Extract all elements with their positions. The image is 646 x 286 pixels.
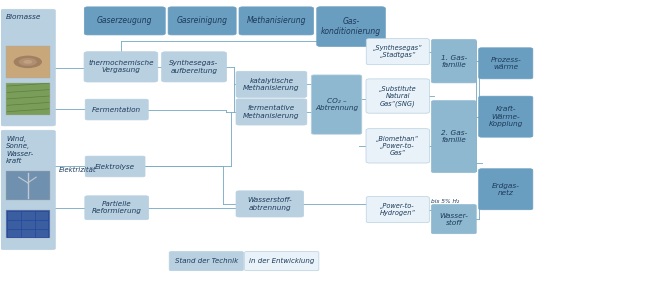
FancyBboxPatch shape bbox=[1, 9, 56, 126]
FancyBboxPatch shape bbox=[366, 129, 430, 163]
Text: Gas-
konditionierung: Gas- konditionierung bbox=[321, 17, 381, 37]
FancyBboxPatch shape bbox=[6, 46, 50, 78]
FancyBboxPatch shape bbox=[85, 196, 149, 220]
Text: Fermentation: Fermentation bbox=[92, 107, 141, 113]
Text: thermochemische
Vergasung: thermochemische Vergasung bbox=[88, 60, 154, 74]
FancyBboxPatch shape bbox=[245, 252, 319, 271]
Text: „Power-to-
Hydrogen“: „Power-to- Hydrogen“ bbox=[380, 203, 416, 216]
Text: „Substitute
Natural
Gas“(SNG): „Substitute Natural Gas“(SNG) bbox=[379, 86, 417, 107]
FancyBboxPatch shape bbox=[169, 252, 244, 271]
FancyBboxPatch shape bbox=[85, 7, 165, 35]
Text: „Synthesegas“
„Stadtgas“: „Synthesegas“ „Stadtgas“ bbox=[373, 45, 422, 58]
Text: Synthesegas-
aufbereitung: Synthesegas- aufbereitung bbox=[169, 60, 219, 74]
FancyBboxPatch shape bbox=[1, 130, 56, 250]
FancyBboxPatch shape bbox=[432, 204, 476, 234]
Text: Elektrizität: Elektrizität bbox=[59, 167, 96, 173]
Text: Prozess-
wärme: Prozess- wärme bbox=[490, 57, 521, 70]
FancyBboxPatch shape bbox=[239, 7, 313, 35]
Text: Elektrolyse: Elektrolyse bbox=[95, 163, 135, 170]
Text: Gasreinigung: Gasreinigung bbox=[176, 16, 227, 25]
FancyBboxPatch shape bbox=[236, 191, 304, 217]
FancyBboxPatch shape bbox=[6, 172, 50, 200]
Text: fermentative
Methanisierung: fermentative Methanisierung bbox=[243, 105, 300, 119]
Text: Wind,
Sonne,
Wasser-
kraft: Wind, Sonne, Wasser- kraft bbox=[6, 136, 33, 164]
Text: Methanisierung: Methanisierung bbox=[247, 16, 306, 25]
Text: Erdgas-
netz: Erdgas- netz bbox=[492, 183, 519, 196]
FancyBboxPatch shape bbox=[6, 83, 50, 114]
Text: CO₂ –
Abtrennung: CO₂ – Abtrennung bbox=[315, 98, 358, 111]
Text: katalytische
Methanisierung: katalytische Methanisierung bbox=[243, 78, 300, 91]
Circle shape bbox=[14, 55, 42, 68]
FancyBboxPatch shape bbox=[366, 79, 430, 113]
FancyBboxPatch shape bbox=[84, 52, 158, 82]
Text: Gaserzeugung: Gaserzeugung bbox=[97, 16, 152, 25]
FancyBboxPatch shape bbox=[432, 39, 476, 83]
FancyBboxPatch shape bbox=[479, 169, 533, 210]
FancyBboxPatch shape bbox=[85, 99, 148, 120]
Text: 1. Gas-
familie: 1. Gas- familie bbox=[441, 55, 467, 68]
FancyBboxPatch shape bbox=[432, 101, 476, 172]
Text: Stand der Technik: Stand der Technik bbox=[175, 258, 238, 264]
FancyBboxPatch shape bbox=[85, 156, 145, 177]
FancyBboxPatch shape bbox=[317, 7, 385, 46]
Text: Wasserstoff-
abtrennung: Wasserstoff- abtrennung bbox=[247, 197, 292, 210]
Text: in der Entwicklung: in der Entwicklung bbox=[249, 258, 315, 264]
FancyBboxPatch shape bbox=[6, 210, 50, 238]
Text: Biomasse: Biomasse bbox=[6, 14, 41, 20]
FancyBboxPatch shape bbox=[236, 71, 307, 98]
Text: Kraft-
Wärme-
Kopplung: Kraft- Wärme- Kopplung bbox=[488, 106, 523, 127]
Circle shape bbox=[19, 58, 37, 66]
FancyBboxPatch shape bbox=[479, 96, 533, 137]
FancyBboxPatch shape bbox=[236, 99, 307, 125]
Text: Partielle
Reformierung: Partielle Reformierung bbox=[92, 201, 141, 214]
FancyBboxPatch shape bbox=[366, 196, 430, 223]
FancyBboxPatch shape bbox=[162, 52, 227, 82]
FancyBboxPatch shape bbox=[311, 75, 362, 134]
Text: „Biomethan“
„Power-to-
Gas“: „Biomethan“ „Power-to- Gas“ bbox=[377, 136, 419, 156]
FancyBboxPatch shape bbox=[366, 39, 430, 65]
Circle shape bbox=[23, 60, 32, 64]
Text: Wasser-
stoff: Wasser- stoff bbox=[439, 212, 468, 226]
Text: bis 5% H₂: bis 5% H₂ bbox=[432, 198, 459, 204]
FancyBboxPatch shape bbox=[168, 7, 236, 35]
Text: 2. Gas-
familie: 2. Gas- familie bbox=[441, 130, 467, 143]
FancyBboxPatch shape bbox=[479, 48, 533, 79]
